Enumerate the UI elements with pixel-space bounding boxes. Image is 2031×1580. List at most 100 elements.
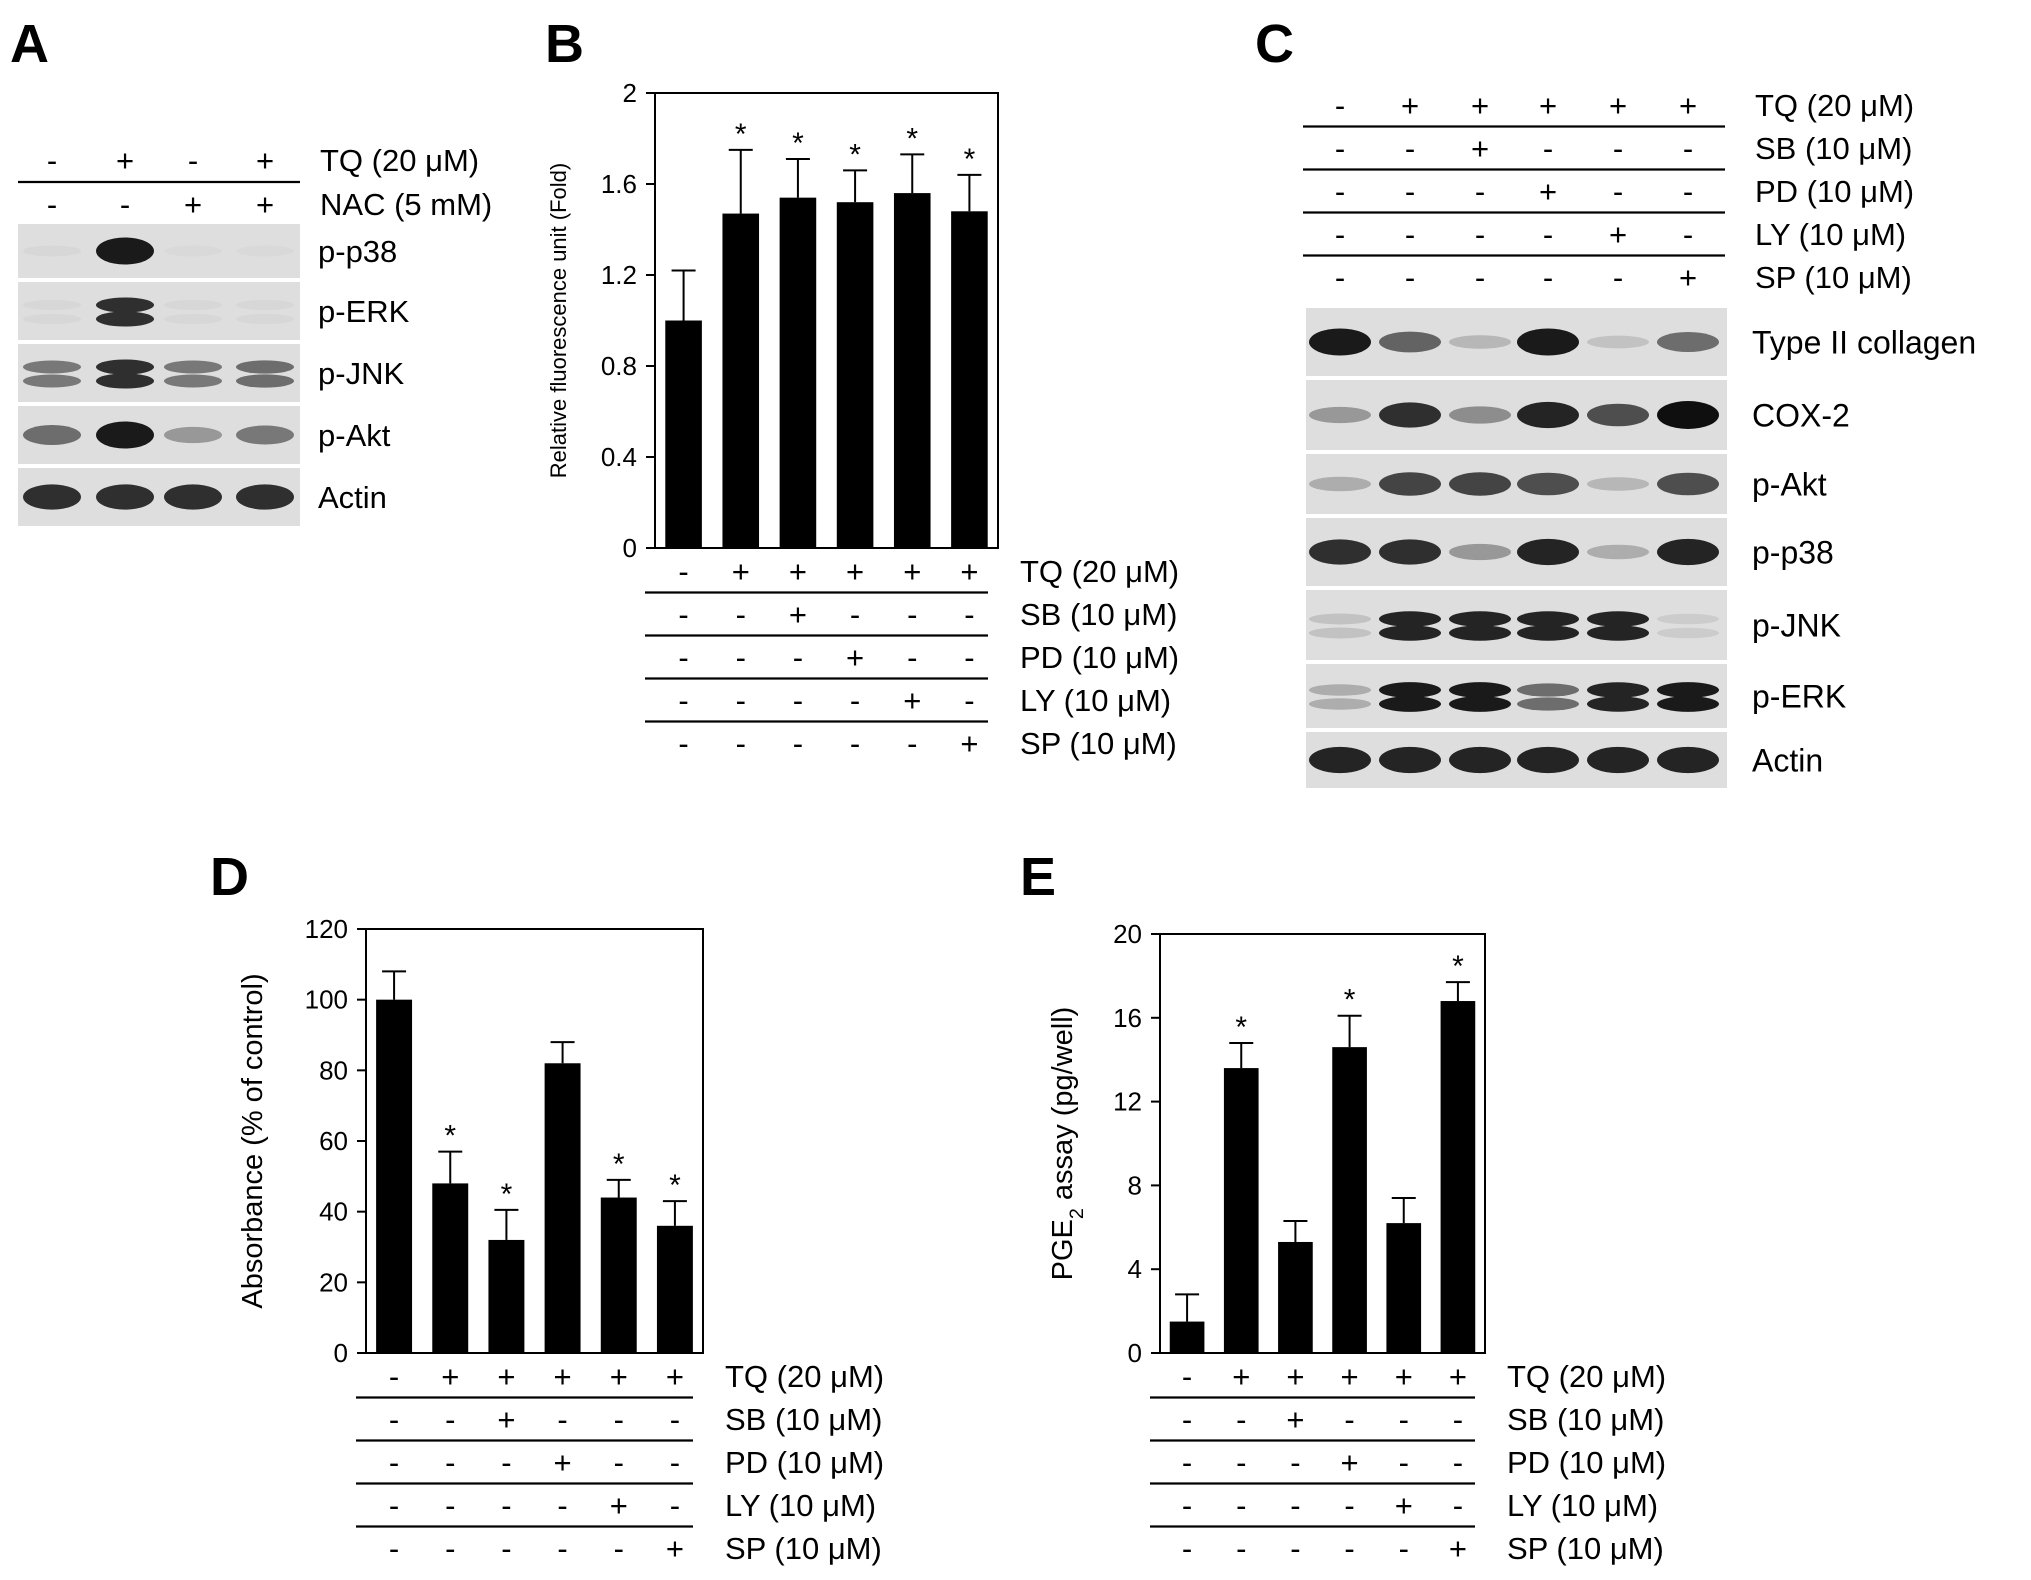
panel-c-band-2-2 bbox=[1449, 472, 1511, 496]
panel-b-sign-r2-c2: - bbox=[793, 640, 803, 675]
panel-d-significance-5: * bbox=[669, 1169, 681, 1202]
panel-e-condition-label-0: TQ (20 μM) bbox=[1507, 1359, 1666, 1394]
panel-a-band-2-1-upper bbox=[96, 359, 154, 375]
panel-d-sign-r4-c3: - bbox=[557, 1531, 567, 1566]
panel-c-sign-r2-c3: + bbox=[1539, 174, 1557, 209]
panel-b-ytick-label-2: 0.8 bbox=[601, 351, 637, 381]
panel-d-sign-r2-c5: - bbox=[670, 1445, 680, 1480]
panel-b-sign-r0-c4: + bbox=[903, 554, 921, 589]
panel-c-band-5-2-lower bbox=[1449, 696, 1511, 712]
panel-e-sign-r2-c1: - bbox=[1236, 1445, 1246, 1480]
panel-d-sign-r3-c5: - bbox=[670, 1488, 680, 1523]
panel-b-condition-label-1: SB (10 μM) bbox=[1020, 597, 1177, 632]
panel-letter-b: B bbox=[545, 14, 584, 74]
panel-a-band-1-0-lower bbox=[23, 313, 81, 325]
panel-b-bar-5 bbox=[951, 211, 988, 549]
panel-e-sign-r0-c2: + bbox=[1286, 1359, 1304, 1394]
panel-e-bar-0 bbox=[1169, 1321, 1205, 1353]
panel-d-bar-chart: 0 20 40 60 80 100 120 * * * * Absorbance (% of cont… bbox=[237, 914, 884, 1566]
panel-a-band-4-2 bbox=[164, 484, 222, 510]
panel-a-blot-strip-1 bbox=[18, 282, 300, 340]
panel-c-sign-r4-c5: + bbox=[1679, 260, 1697, 295]
panel-e-condition-label-2: PD (10 μM) bbox=[1507, 1445, 1666, 1480]
panel-e-bar-chart: 0 4 8 12 16 20 * * * PGE2 assay (pg/well) - + + + + + TQ… bbox=[1047, 919, 1666, 1566]
panel-b-sign-r4-c4: - bbox=[907, 726, 917, 761]
panel-c-blot-label-5: p-ERK bbox=[1752, 679, 1846, 715]
panel-b-condition-label-2: PD (10 μM) bbox=[1020, 640, 1179, 675]
panel-b-plot-frame bbox=[654, 92, 999, 549]
panel-e-plot-frame bbox=[1159, 933, 1486, 1354]
panel-c-band-6-1 bbox=[1379, 746, 1441, 774]
panel-c-blot-label-1: COX-2 bbox=[1752, 398, 1850, 434]
panel-b-condition-label-4: SP (10 μM) bbox=[1020, 726, 1177, 761]
panel-c-sign-r1-c3: - bbox=[1543, 131, 1553, 166]
panel-letter-e: E bbox=[1020, 847, 1056, 907]
panel-e-bar-5 bbox=[1440, 1001, 1476, 1353]
panel-b-sign-r0-c5: + bbox=[960, 554, 978, 589]
panel-a-band-2-2-upper bbox=[164, 360, 222, 374]
panel-c-band-2-4 bbox=[1587, 477, 1649, 491]
panel-e-sign-r3-c5: - bbox=[1453, 1488, 1463, 1523]
panel-b-bar-chart: 0 0.4 0.8 1.2 1.6 2 * * * * * Relative fluorescence… bbox=[546, 78, 1179, 761]
panel-e-ytick-label-5: 20 bbox=[1113, 919, 1142, 949]
panel-e-sign-r3-c2: - bbox=[1290, 1488, 1300, 1523]
panel-d-condition-label-0: TQ (20 μM) bbox=[725, 1359, 884, 1394]
panel-c-band-2-1 bbox=[1379, 472, 1441, 496]
panel-c-band-4-2-lower bbox=[1449, 625, 1511, 641]
panel-e-condition-label-4: SP (10 μM) bbox=[1507, 1531, 1664, 1566]
panel-e-ytick-label-0: 0 bbox=[1128, 1338, 1142, 1368]
panel-d-ytick-label-4: 80 bbox=[319, 1055, 348, 1085]
panel-c-condition-label-1: SB (10 μM) bbox=[1755, 131, 1912, 166]
panel-c-band-6-5 bbox=[1657, 746, 1719, 774]
panel-c-band-5-0-lower bbox=[1309, 698, 1371, 710]
panel-c-band-3-5 bbox=[1657, 538, 1719, 566]
panel-a-blot-label-3: p-Akt bbox=[318, 418, 391, 453]
panel-c-band-1-2 bbox=[1449, 406, 1511, 424]
panel-d-condition-label-4: SP (10 μM) bbox=[725, 1531, 882, 1566]
panel-e-sign-r3-c3: - bbox=[1344, 1488, 1354, 1523]
panel-d-bar-1 bbox=[432, 1183, 469, 1353]
panel-a-band-1-2-lower bbox=[164, 313, 222, 325]
panel-c-band-0-1 bbox=[1379, 331, 1441, 353]
panel-b-sign-r1-c4: - bbox=[907, 597, 917, 632]
panel-d-sign-r1-c2: + bbox=[497, 1402, 515, 1437]
panel-d-sign-r2-c0: - bbox=[389, 1445, 399, 1480]
panel-e-bar-4 bbox=[1386, 1223, 1422, 1353]
panel-c-sign-r4-c1: - bbox=[1405, 260, 1415, 295]
panel-b-sign-r2-c1: - bbox=[736, 640, 746, 675]
panel-d-significance-1: * bbox=[444, 1120, 456, 1153]
panel-e-sign-r0-c3: + bbox=[1341, 1359, 1359, 1394]
panel-d-sign-r1-c0: - bbox=[389, 1402, 399, 1437]
panel-c-blot-label-3: p-p38 bbox=[1752, 535, 1834, 571]
panel-b-condition-label-3: LY (10 μM) bbox=[1020, 683, 1171, 718]
panel-d-sign-r0-c5: + bbox=[666, 1359, 684, 1394]
panel-a-band-4-1 bbox=[96, 484, 154, 510]
panel-a-band-2-3-lower bbox=[236, 374, 294, 388]
panel-a-band-0-3 bbox=[236, 245, 294, 257]
panel-c-sign-r0-c2: + bbox=[1471, 88, 1489, 123]
panel-d-sign-r3-c1: - bbox=[445, 1488, 455, 1523]
panel-a-band-2-0-lower bbox=[23, 374, 81, 388]
panel-e-sign-r4-c3: - bbox=[1344, 1531, 1354, 1566]
panel-d-sign-r2-c3: + bbox=[554, 1445, 572, 1480]
panel-e-bar-2 bbox=[1278, 1241, 1313, 1353]
panel-e-sign-r0-c0: - bbox=[1182, 1359, 1192, 1394]
panel-d-sign-r2-c4: - bbox=[614, 1445, 624, 1480]
panel-a-band-1-1-lower bbox=[96, 311, 154, 327]
panel-c-sign-r0-c5: + bbox=[1679, 88, 1697, 123]
panel-b-significance-3: * bbox=[849, 138, 861, 171]
panel-b-ylabel: Relative fluorescence unit (Fold) bbox=[546, 163, 571, 478]
panel-e-significance-5: * bbox=[1452, 950, 1464, 983]
panel-e-sign-r1-c4: - bbox=[1399, 1402, 1409, 1437]
panel-a-condition-label-1: NAC (5 mM) bbox=[320, 187, 492, 222]
panel-c-band-3-4 bbox=[1587, 544, 1649, 560]
panel-b-sign-r0-c1: + bbox=[732, 554, 750, 589]
panel-e-bar-3 bbox=[1332, 1047, 1367, 1353]
panel-b-sign-r2-c5: - bbox=[964, 640, 974, 675]
panel-e-sign-r1-c1: - bbox=[1236, 1402, 1246, 1437]
panel-a-sign-r1-c0: - bbox=[47, 187, 57, 222]
panel-b-sign-r3-c0: - bbox=[678, 683, 688, 718]
panel-c-sign-r4-c4: - bbox=[1613, 260, 1623, 295]
panel-c-sign-r1-c4: - bbox=[1613, 131, 1623, 166]
panel-b-sign-r2-c4: - bbox=[907, 640, 917, 675]
